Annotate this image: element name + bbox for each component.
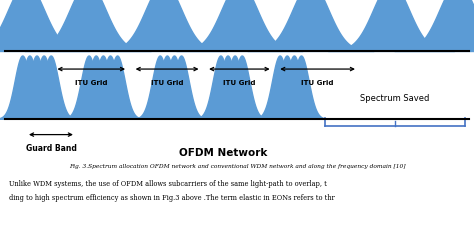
Text: ITU Grid: ITU Grid: [223, 80, 255, 86]
Text: OFDM Network: OFDM Network: [179, 147, 267, 157]
Text: Unlike WDM systems, the use of OFDM allows subcarriers of the same light-path to: Unlike WDM systems, the use of OFDM allo…: [9, 179, 328, 187]
Text: ITU Grid: ITU Grid: [301, 80, 334, 86]
Text: ITU Grid: ITU Grid: [75, 80, 108, 86]
Text: Guard Band: Guard Band: [26, 143, 76, 152]
Text: ding to high spectrum efficiency as shown in Fig.3 above .The term elastic in EO: ding to high spectrum efficiency as show…: [9, 194, 335, 201]
Text: Spectrum Saved: Spectrum Saved: [360, 93, 429, 102]
Text: Fig. 3.Spectrum allocation OFDM network and conventional WDM network and along t: Fig. 3.Spectrum allocation OFDM network …: [69, 163, 405, 168]
Text: ITU Grid: ITU Grid: [151, 80, 183, 86]
